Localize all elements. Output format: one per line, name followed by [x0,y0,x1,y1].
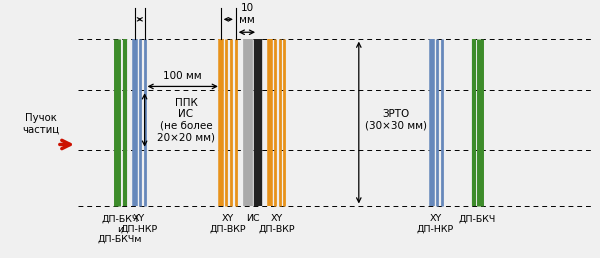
Text: ИС: ИС [247,214,260,223]
Text: Пучок
частиц: Пучок частиц [22,113,59,135]
Text: XY
ДП-ВКР: XY ДП-ВКР [259,214,296,233]
Text: ДП-БКЧ: ДП-БКЧ [458,214,496,223]
Text: 100 мм: 100 мм [163,71,202,81]
Text: XY
ДП-НКР: XY ДП-НКР [417,214,454,233]
Text: ЗРТО
(30×30 мм): ЗРТО (30×30 мм) [365,109,427,131]
Text: 10
мм: 10 мм [239,3,255,25]
Text: ДП-БКЧ
и
ДП-БКЧм: ДП-БКЧ и ДП-БКЧм [98,214,142,244]
Text: XY
ДП-НКР: XY ДП-НКР [121,214,158,233]
Text: ППК
ИС
(не более
20×20 мм): ППК ИС (не более 20×20 мм) [157,98,215,142]
Text: XY
ДП-ВКР: XY ДП-ВКР [209,214,247,233]
